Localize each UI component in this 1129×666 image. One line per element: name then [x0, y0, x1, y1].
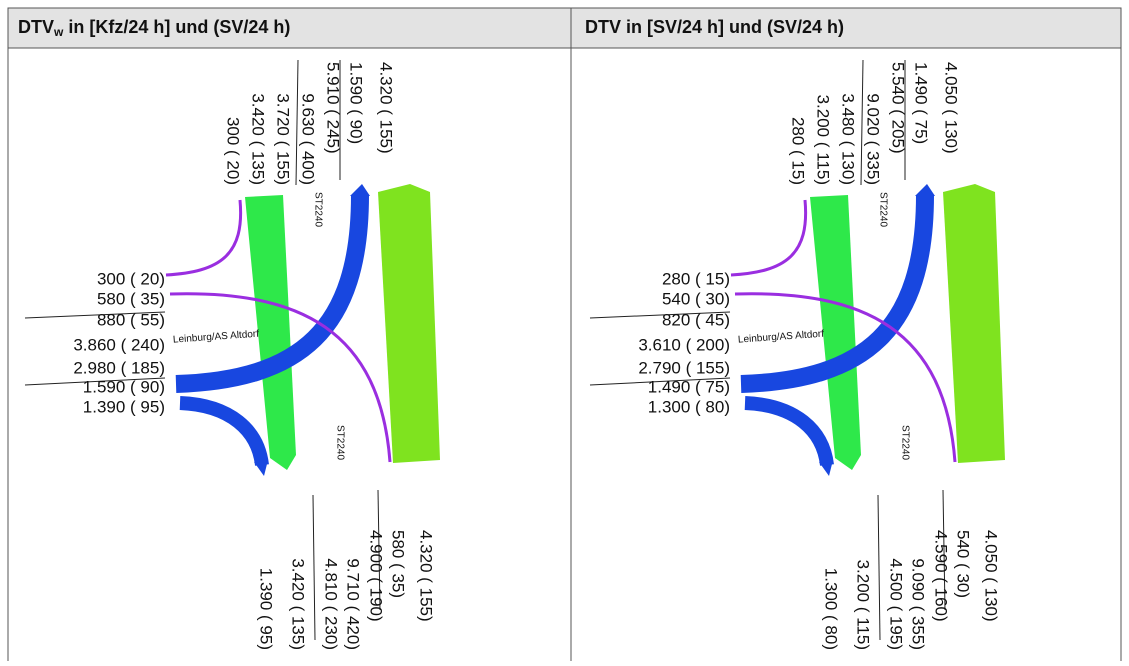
flow-purple: [730, 199, 808, 277]
flow-label: 4.900 ( 190): [367, 530, 386, 622]
separator: [24, 311, 166, 319]
header-right: DTV in [SV/24 h] und (SV/24 h): [585, 17, 844, 37]
separator: [295, 59, 299, 186]
flow-label: 3.200 ( 115): [814, 95, 833, 185]
flow-label: 300 ( 20): [97, 269, 165, 288]
flow-label: 1.590 ( 90): [347, 62, 366, 144]
flow-label: 820 ( 45): [662, 310, 730, 329]
flow-label: 3.420 ( 135): [289, 558, 308, 650]
separator: [589, 377, 731, 386]
flow-purple: [169, 292, 392, 463]
flow-blue: [175, 194, 369, 393]
flow-label: 300 ( 20): [224, 117, 243, 185]
flow-label: 9.090 ( 355): [909, 558, 928, 650]
separator: [860, 59, 864, 186]
flow-label: 3.480 ( 130): [839, 93, 858, 185]
flow-label: 1.300 ( 80): [648, 397, 730, 416]
panel: 280 ( 15) 3.200 ( 115) 3.480 ( 130) 9.020 (…: [589, 59, 1005, 650]
flow-label: 280 ( 15): [789, 117, 808, 185]
flow-label: 2.980 ( 185): [73, 358, 165, 377]
road-label: Leinburg/AS Altdorf: [173, 329, 260, 346]
flow-label: 1.390 ( 95): [257, 568, 276, 650]
flow-blue: [740, 194, 934, 393]
road-label: Leinburg/AS Altdorf: [738, 329, 825, 346]
flow-label: 4.810 ( 230): [322, 558, 341, 650]
flow-label: 1.390 ( 95): [83, 397, 165, 416]
flow-label: 4.500 ( 195): [887, 558, 906, 650]
separator: [877, 494, 881, 641]
header-main: DTV: [18, 17, 54, 37]
flow-blue: [744, 396, 834, 467]
flow-label: 1.490 ( 75): [648, 377, 730, 396]
arrow-blue: [915, 184, 935, 196]
separator: [589, 311, 731, 319]
road-band-green: [810, 195, 861, 470]
arrow-blue: [350, 184, 370, 196]
road-label: ST2240: [312, 192, 323, 227]
flow-label: 580 ( 35): [389, 530, 408, 598]
flow-label: 280 ( 15): [662, 269, 730, 288]
flow-label: 2.790 ( 155): [638, 358, 730, 377]
road-band-main: [378, 184, 440, 463]
separator: [942, 489, 946, 611]
flow-label: 3.420 ( 135): [249, 93, 268, 185]
header-rest: in [Kfz/24 h] und (SV/24 h): [63, 17, 290, 37]
flow-label: 880 ( 55): [97, 310, 165, 329]
road-band-main: [943, 184, 1005, 463]
header-row: [7, 7, 1122, 49]
flow-label: 580 ( 35): [97, 289, 165, 308]
flow-label: 4.320 ( 155): [377, 62, 396, 154]
panel: 300 ( 20) 3.420 ( 135) 3.720 ( 155) 9.630 (…: [24, 59, 440, 650]
road-label: ST2240: [334, 425, 345, 460]
flow-label: 3.860 ( 240): [73, 335, 165, 354]
flow-label: 1.490 ( 75): [912, 62, 931, 144]
separator: [377, 489, 381, 611]
separator: [312, 494, 316, 641]
flow-purple: [734, 292, 957, 463]
flow-label: 540 ( 30): [662, 289, 730, 308]
arrow-blue: [254, 460, 268, 476]
flow-label: 1.590 ( 90): [83, 377, 165, 396]
road-label: ST2240: [899, 425, 910, 460]
flow-label: 3.610 ( 200): [638, 335, 730, 354]
flow-label: 5.910 ( 245): [324, 62, 343, 154]
flow-label: 1.300 ( 80): [822, 568, 841, 650]
separator: [24, 377, 166, 386]
flow-label: 9.630 ( 400): [299, 93, 318, 185]
arrow-blue: [819, 460, 833, 476]
flow-purple: [165, 199, 243, 277]
road-band-green: [245, 195, 296, 470]
flow-label: 5.540 ( 205): [889, 62, 908, 154]
flow-label: 4.320 ( 155): [417, 530, 436, 622]
flow-label: 3.200 ( 115): [854, 560, 873, 650]
flow-label: 540 ( 30): [954, 530, 973, 598]
header-left: DTVw in [Kfz/24 h] und (SV/24 h): [18, 17, 290, 39]
flow-label: 4.050 ( 130): [942, 62, 961, 154]
header-sub: w: [53, 25, 64, 39]
flow-label: 3.720 ( 155): [274, 93, 293, 185]
flow-label: 4.050 ( 130): [982, 530, 1001, 622]
flow-label: 9.710 ( 420): [344, 558, 363, 650]
flow-label: 9.020 ( 335): [864, 93, 883, 185]
flow-label: 4.590 ( 160): [932, 530, 951, 622]
road-label: ST2240: [877, 192, 888, 227]
flow-blue: [179, 396, 269, 467]
